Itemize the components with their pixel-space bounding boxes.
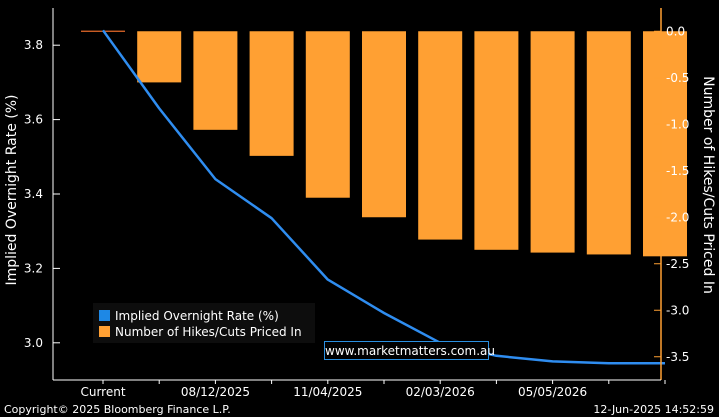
right-tick-label: -2.5 (666, 257, 689, 271)
left-axis-title: Implied Overnight Rate (%) (4, 94, 20, 285)
legend-swatch-bars (99, 326, 110, 337)
legend: Implied Overnight Rate (%) Number of Hik… (93, 303, 315, 343)
x-ticks: Current 08/12/2025 11/04/2025 02/03/2026 05/… (80, 380, 666, 399)
bar-4 (305, 31, 350, 198)
bar-6 (418, 31, 463, 240)
x-tick-label: 11/04/2025 (293, 385, 362, 399)
watermark-link[interactable]: www.marketmatters.com.au (324, 341, 495, 360)
legend-label-line: Implied Overnight Rate (%) (115, 309, 279, 323)
right-tick-label: -1.0 (666, 117, 689, 131)
bar-7 (474, 31, 519, 250)
rate-line (101, 29, 665, 365)
bar-3 (249, 31, 294, 156)
timestamp-text: 12-Jun-2025 14:52:59 (593, 403, 714, 416)
x-tick-label: Current (80, 385, 125, 399)
bar-1 (137, 31, 182, 83)
right-axis-title: Number of Hikes/Cuts Priced In (700, 76, 716, 294)
x-tick-label: 08/12/2025 (181, 385, 250, 399)
right-tick-label: -2.0 (666, 210, 689, 224)
right-tick-label: 0.0 (666, 24, 685, 38)
right-ticks: 0.0 -0.5 -1.0 -1.5 -2.0 -2.5 -3.0 -3.5 (654, 24, 689, 364)
bar-2 (193, 31, 238, 130)
left-tick-label: 3.4 (24, 187, 43, 201)
right-tick-label: -1.5 (666, 164, 689, 178)
bars (81, 30, 687, 257)
copyright-text: Copyright© 2025 Bloomberg Finance L.P. (4, 403, 231, 416)
left-tick-label: 3.8 (24, 38, 43, 52)
legend-label-bars: Number of Hikes/Cuts Priced In (115, 325, 302, 339)
x-tick-label: 05/05/2026 (518, 385, 587, 399)
bar-9 (586, 31, 631, 255)
left-ticks: 3.8 3.6 3.4 3.2 3.0 (24, 38, 60, 350)
right-tick-label: -3.5 (666, 350, 689, 364)
rate-line-layer (101, 29, 665, 365)
left-tick-label: 3.0 (24, 336, 43, 350)
legend-box (93, 303, 315, 343)
bar-5 (362, 31, 406, 218)
right-tick-label: -0.5 (666, 71, 689, 85)
bar-10 (643, 31, 687, 257)
left-tick-label: 3.6 (24, 113, 43, 127)
right-tick-label: -3.0 (666, 303, 689, 317)
x-tick-label: 02/03/2026 (406, 385, 475, 399)
legend-swatch-line (99, 310, 110, 321)
bar-8 (530, 31, 575, 253)
left-tick-label: 3.2 (24, 261, 43, 275)
